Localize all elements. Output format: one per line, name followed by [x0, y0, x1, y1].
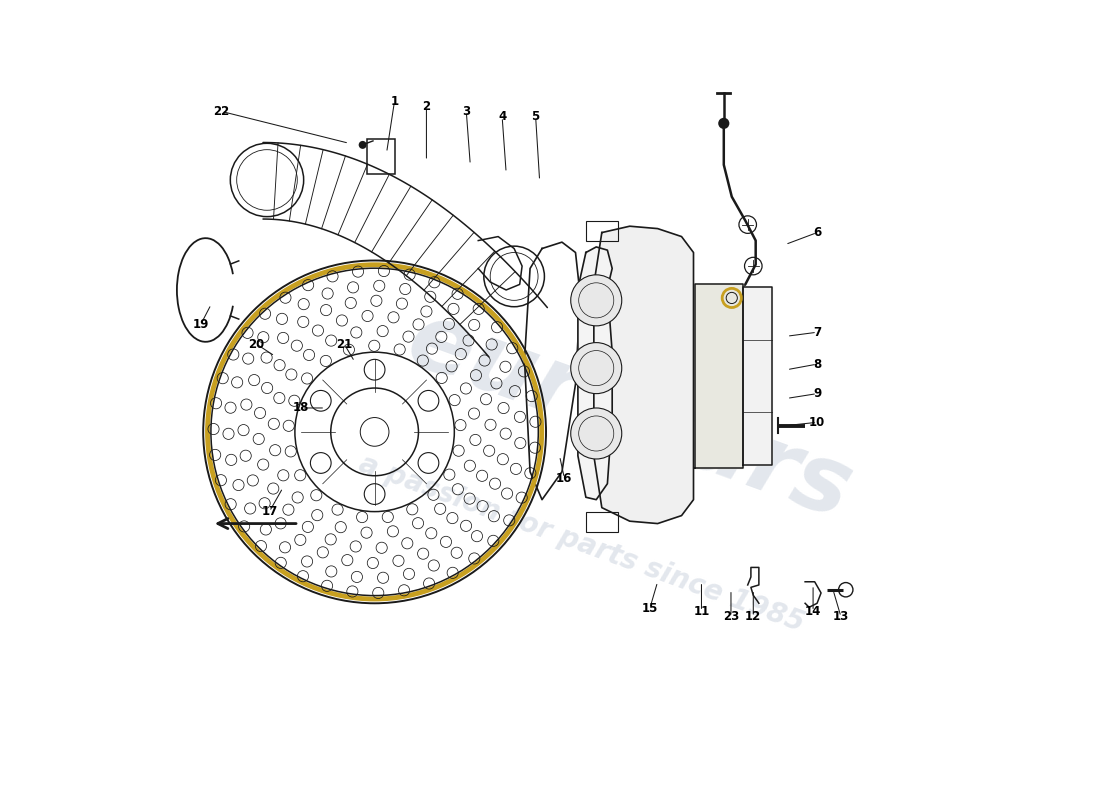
- Text: 4: 4: [498, 110, 506, 123]
- Text: 19: 19: [192, 318, 209, 330]
- Polygon shape: [594, 226, 693, 523]
- Polygon shape: [742, 286, 771, 466]
- Text: 3: 3: [462, 105, 471, 118]
- Text: 1: 1: [390, 94, 398, 107]
- Bar: [586, 512, 618, 531]
- Bar: [586, 221, 618, 241]
- Circle shape: [571, 408, 621, 459]
- Text: 7: 7: [813, 326, 821, 338]
- Circle shape: [571, 342, 621, 394]
- Text: a passion for parts since 1985: a passion for parts since 1985: [355, 450, 808, 638]
- Text: 2: 2: [422, 100, 430, 113]
- Text: eurocars: eurocars: [395, 293, 865, 538]
- Circle shape: [571, 275, 621, 326]
- Text: 15: 15: [641, 602, 658, 615]
- Text: 6: 6: [813, 226, 822, 239]
- Text: 10: 10: [808, 416, 825, 429]
- Polygon shape: [695, 285, 743, 468]
- Text: 23: 23: [723, 610, 739, 623]
- Text: 17: 17: [262, 505, 277, 518]
- Text: 9: 9: [813, 387, 822, 400]
- Bar: [366, 138, 395, 174]
- Text: 18: 18: [293, 402, 309, 414]
- Text: 21: 21: [337, 338, 352, 350]
- Text: 11: 11: [693, 605, 710, 618]
- Circle shape: [359, 141, 366, 149]
- Circle shape: [718, 118, 729, 129]
- Text: 5: 5: [531, 110, 540, 123]
- Text: 8: 8: [813, 358, 822, 370]
- Circle shape: [361, 418, 389, 446]
- Text: 22: 22: [213, 105, 230, 118]
- Polygon shape: [578, 247, 613, 500]
- Text: 14: 14: [805, 605, 822, 618]
- Text: 13: 13: [833, 610, 849, 623]
- Text: 16: 16: [557, 472, 572, 485]
- Text: 12: 12: [745, 610, 761, 623]
- Text: 20: 20: [249, 338, 265, 350]
